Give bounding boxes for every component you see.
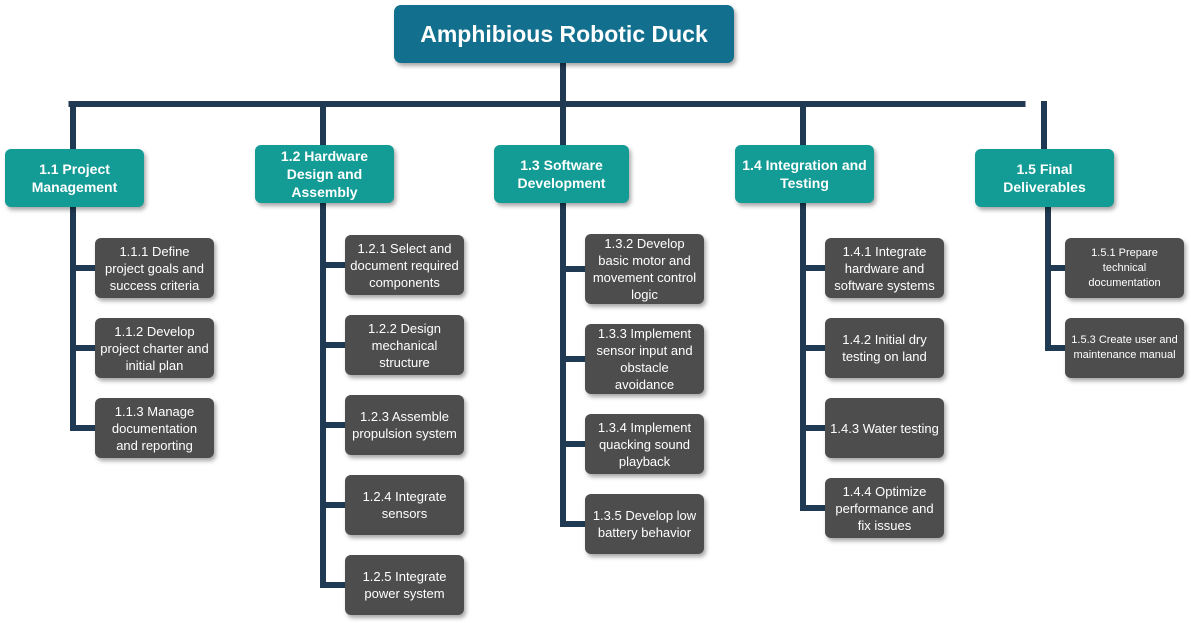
task-node: 1.3.2 Develop basic motor and movement c… bbox=[585, 234, 704, 304]
task-node: 1.2.4 Integrate sensors bbox=[345, 475, 464, 535]
task-node: 1.3.3 Implement sensor input and obstacl… bbox=[585, 324, 704, 394]
task-node: 1.4.1 Integrate hardware and software sy… bbox=[825, 238, 944, 298]
task-node: 1.2.3 Assemble propulsion system bbox=[345, 395, 464, 455]
task-node: 1.2.2 Design mechanical structure bbox=[345, 315, 464, 375]
task-node: 1.4.3 Water testing bbox=[825, 398, 944, 458]
task-node: 1.5.3 Create user and maintenance manual bbox=[1065, 318, 1184, 378]
branch-node: 1.4 Integration and Testing bbox=[735, 145, 874, 203]
task-node: 1.5.1 Prepare technical documentation bbox=[1065, 238, 1184, 298]
task-node: 1.4.4 Optimize performance and fix issue… bbox=[825, 478, 944, 538]
branch-node: 1.2 Hardware Design and Assembly bbox=[255, 145, 394, 203]
branch-node: 1.1 Project Management bbox=[5, 149, 144, 207]
root-node: Amphibious Robotic Duck bbox=[394, 5, 734, 63]
task-node: 1.4.2 Initial dry testing on land bbox=[825, 318, 944, 378]
task-node: 1.2.5 Integrate power system bbox=[345, 555, 464, 615]
task-node: 1.2.1 Select and document required compo… bbox=[345, 235, 464, 295]
task-node: 1.3.5 Develop low battery behavior bbox=[585, 494, 704, 554]
task-node: 1.3.4 Implement quacking sound playback bbox=[585, 414, 704, 474]
branch-node: 1.3 Software Development bbox=[494, 145, 629, 203]
branch-node: 1.5 Final Deliverables bbox=[975, 149, 1114, 207]
task-node: 1.1.1 Define project goals and success c… bbox=[95, 238, 214, 298]
task-node: 1.1.3 Manage documentation and reporting bbox=[95, 398, 214, 458]
task-node: 1.1.2 Develop project charter and initia… bbox=[95, 318, 214, 378]
